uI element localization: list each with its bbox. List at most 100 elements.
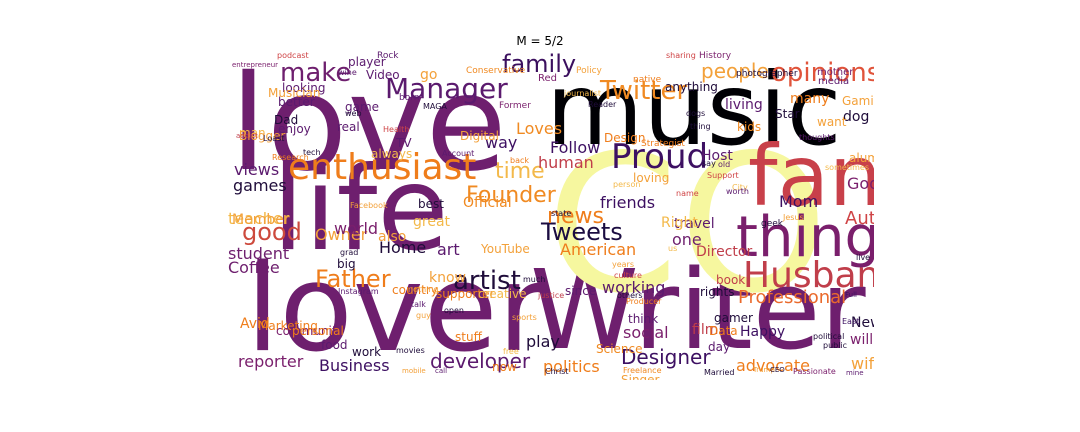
cloud-word: one: [672, 230, 702, 249]
cloud-word: sharing: [666, 51, 696, 60]
cloud-word: loving: [633, 171, 670, 185]
cloud-word: Trump: [753, 366, 775, 374]
cloud-word: living: [725, 97, 763, 113]
cloud-word: web: [345, 109, 362, 118]
cloud-word: Singer: [621, 373, 660, 380]
cloud-word: worth: [726, 187, 749, 196]
cloud-word: live: [856, 253, 871, 262]
cloud-word: supporter: [436, 287, 495, 301]
cloud-word: politics: [543, 357, 600, 376]
cloud-word: Digital: [460, 129, 499, 143]
cloud-word: stuff: [455, 330, 482, 344]
cloud-word: player: [348, 55, 386, 69]
cloud-word: also: [378, 229, 407, 245]
cloud-word: kids: [737, 120, 762, 134]
cloud-word: sports: [512, 313, 537, 322]
cloud-word: Star: [775, 107, 800, 121]
cloud-word: good: [242, 218, 302, 246]
cloud-word: play: [526, 332, 560, 351]
cloud-word: game: [345, 100, 380, 114]
cloud-word: world: [334, 219, 379, 238]
cloud-word: advocate: [736, 356, 810, 375]
cloud-word: alum: [849, 151, 874, 165]
cloud-word: community: [276, 324, 344, 338]
cloud-word: Freelance: [623, 366, 662, 375]
cloud-word: wine: [338, 68, 357, 77]
cloud-word: food: [321, 338, 348, 352]
cloud-word: things: [736, 205, 874, 270]
cloud-word: Instagram: [338, 287, 379, 296]
cloud-word: Design: [604, 131, 646, 145]
cloud-word: much: [523, 275, 546, 284]
cloud-word: creative: [478, 287, 527, 301]
cloud-word: entrepreneur: [232, 61, 279, 69]
cloud-word: art: [437, 240, 460, 259]
cloud-word: journalist: [564, 89, 602, 98]
cloud-word: New: [851, 315, 874, 331]
cloud-word: looking: [282, 81, 326, 95]
cloud-word: justice: [538, 291, 565, 300]
cloud-word: Avid: [240, 316, 270, 332]
cloud-word: now: [492, 360, 517, 374]
cloud-word: Policy: [576, 66, 602, 76]
cloud-word: personal: [292, 324, 344, 338]
cloud-word: dog: [843, 109, 870, 125]
cloud-word: podcast: [277, 51, 309, 60]
cloud-word: Manager: [385, 72, 508, 105]
cloud-word: mobile: [402, 367, 426, 375]
cloud-word: think: [628, 312, 659, 326]
cloud-word: Director: [696, 244, 753, 260]
cloud-word: East: [842, 317, 860, 326]
cloud-word: teacher: [228, 209, 290, 228]
cloud-word: views: [234, 160, 280, 179]
cloud-word: Official: [463, 195, 512, 211]
cloud-word: anything: [665, 80, 718, 94]
cloud-word: years: [612, 260, 635, 269]
cloud-word: thing: [690, 122, 711, 131]
cloud-word: culture: [614, 271, 642, 280]
cloud-word: YouTube: [481, 242, 530, 256]
cloud-word: City: [732, 183, 748, 192]
cloud-word: Business: [319, 356, 390, 375]
cloud-word: Loast: [263, 134, 285, 143]
cloud-word: born: [399, 93, 420, 103]
cloud-word: Jesus: [783, 213, 804, 222]
cloud-word: developer: [430, 349, 531, 373]
cloud-word: Right: [661, 215, 698, 231]
cloud-word: political: [813, 332, 845, 341]
cloud-word: Mom: [779, 192, 819, 211]
cloud-word: make: [280, 58, 352, 88]
cloud-word: Marketing: [258, 319, 318, 333]
cloud-word: others: [617, 291, 643, 300]
cloud-word: American: [560, 240, 637, 259]
cloud-word: open: [444, 306, 464, 315]
cloud-word: old: [718, 160, 731, 169]
cloud-word: Author: [845, 208, 874, 229]
cloud-word: Loves: [516, 119, 563, 138]
cloud-word: person: [613, 180, 641, 189]
cloud-word: music: [546, 51, 842, 168]
cloud-word: Blogger: [239, 129, 286, 143]
cloud-word: Reader: [588, 100, 617, 109]
cloud-word: Tweets: [541, 218, 623, 246]
cloud-word: news: [547, 204, 604, 229]
cloud-word: thoughts: [799, 133, 835, 142]
cloud-word: Data: [709, 324, 738, 338]
cloud-word: dogs: [686, 109, 706, 118]
cloud-word: Twitter: [600, 76, 688, 106]
cloud-word: sometimes: [825, 163, 870, 172]
cloud-word: public: [823, 341, 848, 350]
cloud-word: grad: [340, 248, 359, 257]
cloud-word: Married: [704, 368, 735, 377]
cloud-word: work: [352, 345, 382, 359]
cloud-word: lover: [246, 240, 547, 379]
cloud-word: CEO: [770, 366, 785, 374]
cloud-word: movies: [396, 346, 425, 355]
cloud-word: addict: [236, 132, 258, 140]
cloud-word: great: [413, 214, 451, 230]
cloud-word: Dad: [274, 113, 299, 127]
cloud-word: state: [551, 209, 572, 218]
cloud-word: go: [420, 67, 438, 83]
cloud-word: say: [702, 159, 716, 168]
